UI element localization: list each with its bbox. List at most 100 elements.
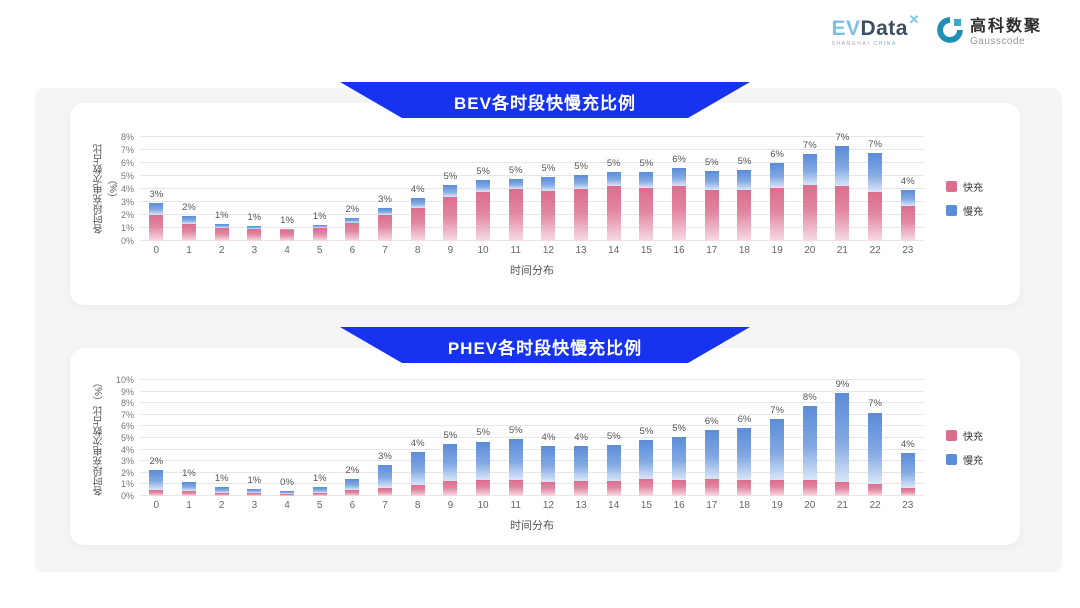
slow-charge-segment bbox=[574, 174, 589, 189]
x-tick-label: 1 bbox=[186, 245, 192, 256]
slow-charge-segment bbox=[410, 451, 425, 485]
x-tick-label: 18 bbox=[738, 500, 750, 511]
x-tick-label: 12 bbox=[542, 500, 554, 511]
x-tick-label: 21 bbox=[836, 245, 848, 256]
slow-charge-segment bbox=[410, 198, 425, 208]
y-tick-label: 1% bbox=[120, 479, 134, 490]
bar-stack bbox=[345, 478, 360, 496]
fast-charge-segment bbox=[476, 191, 491, 241]
bar-stack bbox=[639, 172, 654, 241]
x-tick-label: 4 bbox=[284, 245, 290, 256]
x-tick-label: 16 bbox=[673, 500, 685, 511]
bar-stack bbox=[672, 168, 687, 241]
slow-charge-segment bbox=[149, 203, 164, 215]
fast-charge-segment bbox=[672, 186, 687, 241]
bar-stack bbox=[182, 482, 196, 496]
slow-charge-segment bbox=[312, 486, 327, 493]
bar-stack bbox=[770, 163, 785, 241]
bar-value-label: 3% bbox=[149, 189, 164, 201]
x-tick-label: 16 bbox=[673, 245, 685, 256]
fast-charge-segment bbox=[443, 196, 458, 241]
slow-charge-segment bbox=[345, 478, 360, 491]
bar-value-label: 7% bbox=[868, 398, 882, 410]
x-tick-label: 10 bbox=[477, 500, 489, 511]
bar-stack bbox=[639, 440, 654, 496]
legend-item-fast[interactable]: 快充 bbox=[946, 179, 1010, 194]
fast-charge-segment bbox=[214, 228, 229, 241]
gridline bbox=[140, 227, 924, 228]
evdata-subtitle-china: CHINA bbox=[873, 41, 897, 47]
x-tick-label: 3 bbox=[251, 245, 258, 256]
bar-slot-hour-22: 7% bbox=[859, 380, 892, 496]
bar-stack bbox=[508, 178, 523, 241]
bar-value-label: 1% bbox=[280, 214, 294, 226]
bar-value-label: 5% bbox=[672, 422, 686, 434]
bev-y-axis-title: 各时段充电次数占比（%） bbox=[94, 144, 120, 234]
legend-item-fast[interactable]: 快充 bbox=[946, 428, 1010, 443]
bar-stack bbox=[770, 419, 785, 496]
slow-charge-segment bbox=[704, 429, 719, 479]
gridline bbox=[140, 240, 924, 241]
legend-swatch bbox=[946, 430, 957, 441]
bar-value-label: 1% bbox=[182, 468, 196, 480]
bar-stack bbox=[280, 228, 295, 241]
bar-value-label: 6% bbox=[704, 415, 719, 427]
fast-charge-segment bbox=[541, 190, 556, 241]
bar-slot-hour-17: 5% bbox=[695, 137, 728, 241]
x-tick-label: 8 bbox=[414, 500, 421, 511]
fast-charge-segment bbox=[410, 484, 425, 496]
bar-stack bbox=[476, 441, 491, 496]
y-tick-label: 5% bbox=[120, 433, 134, 443]
fast-charge-segment bbox=[247, 229, 262, 241]
legend-item-slow[interactable]: 慢充 bbox=[946, 452, 1010, 467]
slow-charge-segment bbox=[182, 482, 196, 492]
x-tick-label: 0 bbox=[153, 245, 160, 256]
bar-value-label: 5% bbox=[737, 155, 752, 167]
slow-charge-segment bbox=[704, 170, 719, 191]
bar-slot-hour-8: 4% bbox=[401, 137, 434, 241]
legend-label: 慢充 bbox=[963, 456, 983, 467]
bar-value-label: 7% bbox=[802, 139, 817, 151]
gridline bbox=[140, 413, 924, 415]
legend-swatch bbox=[946, 205, 957, 216]
legend-swatch bbox=[946, 181, 957, 192]
x-tick-label: 20 bbox=[804, 245, 816, 256]
slow-charge-segment bbox=[639, 440, 654, 479]
phev-chart-card: PHEV各时段快慢充比例 各时段充电次数占比（%） 0% 1% 2% 3% 4% 5% 6%… bbox=[70, 348, 1020, 545]
x-tick-label: 11 bbox=[510, 245, 521, 256]
fast-charge-segment bbox=[835, 186, 850, 241]
x-tick-label: 10 bbox=[477, 245, 489, 256]
phev-x-axis-ticks: 0 1 2 3 4 5 6 7 8 9 10 11 12 13 14 15 16 17 18 19 20 21 22 23 bbox=[140, 500, 924, 511]
slow-charge-segment bbox=[443, 185, 458, 197]
slow-charge-segment bbox=[247, 226, 262, 230]
gridline bbox=[140, 425, 924, 427]
bar-stack bbox=[214, 224, 229, 241]
x-tick-label: 13 bbox=[575, 245, 587, 256]
x-tick-label: 8 bbox=[414, 245, 421, 256]
bev-chart-title: BEV各时段快慢充比例 bbox=[454, 93, 636, 113]
bar-slots: 2% 1% 1% 1% 0% 1% 2% 3% 4% 5% 5% 5% 4% 4% 5% 5% 5% 6% 6% 7%… bbox=[140, 379, 924, 496]
slow-charge-segment bbox=[770, 419, 785, 480]
gridline bbox=[140, 149, 924, 150]
evdata-subtitle: SHANGHAI CHINA bbox=[831, 42, 920, 47]
slow-charge-segment bbox=[770, 163, 785, 188]
bar-value-label: 2% bbox=[182, 202, 196, 214]
bar-value-label: 4% bbox=[574, 432, 588, 444]
fast-charge-segment bbox=[182, 491, 196, 496]
bar-stack bbox=[900, 453, 915, 496]
fast-charge-segment bbox=[639, 187, 654, 241]
bar-slot-hour-3: 1% bbox=[238, 380, 271, 496]
bar-stack bbox=[541, 177, 556, 241]
legend-item-slow[interactable]: 慢充 bbox=[946, 203, 1010, 218]
fast-charge-segment bbox=[443, 480, 458, 496]
bev-legend: 快充 慢充 bbox=[924, 179, 1010, 218]
fast-charge-segment bbox=[247, 493, 262, 496]
slow-charge-segment bbox=[149, 470, 164, 491]
bar-value-label: 5% bbox=[476, 427, 490, 439]
bar-value-label: 7% bbox=[770, 405, 784, 417]
phev-y-axis-ticks: 0% 1% 2% 3% 4% 5% 6% 7% 8% 9% 10% bbox=[108, 375, 140, 501]
bar-stack bbox=[476, 179, 491, 241]
x-tick-label: 3 bbox=[251, 500, 258, 511]
fast-charge-segment bbox=[606, 186, 621, 241]
evdata-logo: EVData ✕ SHANGHAI CHINA bbox=[831, 13, 920, 47]
